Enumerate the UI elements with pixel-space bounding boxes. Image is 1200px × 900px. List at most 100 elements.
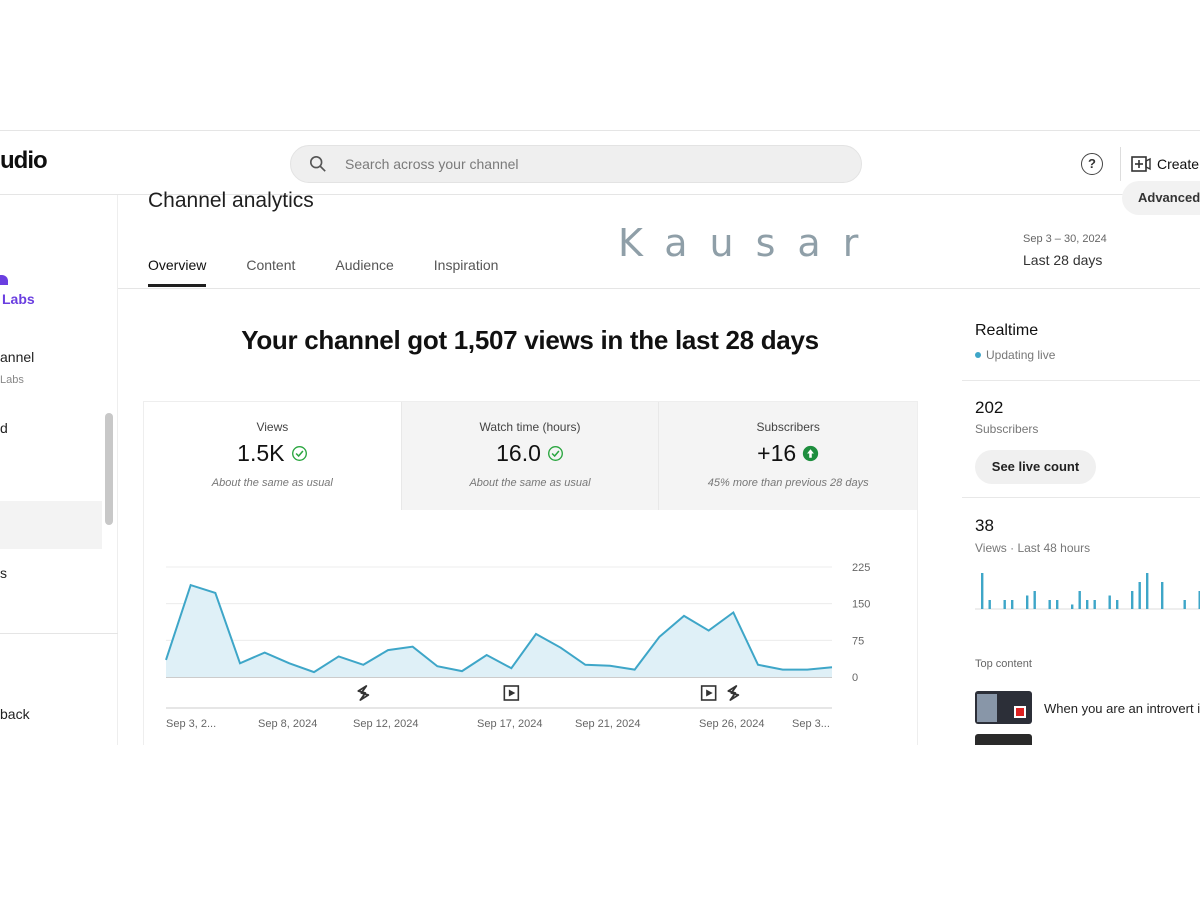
y-tick-label: 75 [852, 635, 864, 647]
tab-inspiration[interactable]: Inspiration [433, 257, 499, 273]
search-icon[interactable] [309, 155, 327, 173]
analytics-tabs: Overview Content Audience Inspiration [148, 257, 498, 287]
help-button[interactable]: ? [1081, 153, 1103, 175]
top-content-thumbnail-2[interactable] [975, 734, 1032, 745]
sidebar-item-channel-sub: Labs [0, 374, 24, 386]
overview-card: Views 1.5K About the same as usual Watch… [143, 401, 918, 745]
shorts-icon[interactable] [727, 685, 740, 701]
metric-name: Views [256, 420, 289, 434]
x-tick-label: Sep 8, 2024 [258, 718, 317, 730]
mini-bar [1048, 600, 1051, 609]
realtime-subscribers-count: 202 [975, 398, 1004, 417]
see-live-count-button[interactable]: See live count [975, 450, 1096, 484]
views-chart[interactable]: 225 150 75 0 Sep 3, 2... Sep 8, 2024 Sep 12, 2… [144, 552, 917, 742]
sidebar-item-dashboard[interactable]: d [0, 420, 8, 436]
studio-screenshot: udio ? Create Labs annel Labs d s [0, 130, 1200, 745]
x-tick-label: Sep 3... [792, 718, 830, 730]
metric-note: About the same as usual [469, 477, 591, 489]
sidebar-item-analytics[interactable] [0, 501, 102, 549]
metric-value-row: +16 [659, 440, 917, 467]
mini-bar [1086, 600, 1089, 609]
studio-logo[interactable]: udio [0, 147, 48, 174]
sidebar-divider [0, 633, 118, 634]
sidebar-item-comments[interactable]: s [0, 565, 7, 581]
y-tick-label: 225 [852, 562, 870, 574]
shorts-icon[interactable] [357, 685, 370, 701]
mini-bar [988, 600, 991, 609]
metric-value-row: 16.0 [402, 440, 659, 467]
metric-value: +16 [757, 440, 797, 466]
search-bar[interactable] [290, 145, 862, 183]
mini-bar [1033, 591, 1036, 609]
x-tick-label: Sep 3, 2... [166, 718, 216, 730]
live-dot-icon [975, 352, 981, 358]
top-content-title[interactable]: When you are an introvert i... [1044, 701, 1200, 716]
tab-content[interactable]: Content [246, 257, 296, 273]
video-icon[interactable] [503, 685, 520, 701]
top-bar: udio ? Create [0, 131, 1200, 195]
advanced-mode-button[interactable]: Advanced [1122, 181, 1200, 215]
views-area [166, 585, 832, 677]
metric-note: 45% more than previous 28 days [707, 477, 869, 489]
mini-bar [1026, 595, 1029, 609]
create-button[interactable]: Create [1120, 147, 1200, 181]
mini-bar [1146, 573, 1149, 609]
mini-bar [1183, 600, 1186, 609]
thumbnail-badge [1014, 706, 1026, 718]
sidebar-item-channel[interactable]: annel [0, 349, 35, 365]
metric-name: Subscribers [756, 420, 820, 434]
realtime-divider [962, 497, 1200, 498]
page-title: Channel analytics [148, 189, 314, 212]
create-label: Create [1157, 156, 1200, 172]
x-tick-label: Sep 26, 2024 [699, 718, 764, 730]
video-icon[interactable] [700, 685, 717, 701]
mini-bar [1011, 600, 1014, 609]
views-line [165, 583, 833, 674]
y-tick-label: 0 [852, 672, 858, 684]
sidebar-item-feedback[interactable]: back [0, 706, 30, 722]
arrow-up-circle-icon [803, 445, 819, 462]
mini-bar [981, 573, 984, 609]
date-range[interactable]: Sep 3 – 30, 2024 [1023, 233, 1107, 245]
check-circle-icon [291, 446, 307, 461]
metric-subscribers[interactable]: Subscribers +16 45% more than previous 2… [659, 402, 918, 510]
mini-bar [1071, 604, 1074, 609]
sidebar-scrollbar[interactable] [105, 413, 113, 525]
metric-tabs: Views 1.5K About the same as usual Watch… [144, 402, 918, 510]
realtime-subscribers-label: Subscribers [975, 422, 1039, 436]
realtime-status-text: Updating live [986, 348, 1056, 362]
date-range-label[interactable]: Last 28 days [1023, 252, 1103, 268]
mini-bar [1131, 591, 1134, 609]
metric-value: 16.0 [496, 440, 541, 466]
top-content-label: Top content [975, 658, 1032, 670]
metric-watch-time[interactable]: Watch time (hours) 16.0 About the same a… [401, 402, 660, 510]
check-circle-icon [547, 446, 563, 461]
y-tick-label: 150 [852, 599, 870, 611]
tab-overview[interactable]: Overview [148, 257, 207, 287]
mini-bar [1108, 595, 1111, 609]
tabs-divider [118, 288, 1200, 289]
realtime-views-label: Views · Last 48 hours [975, 541, 1091, 555]
metric-name: Watch time (hours) [479, 420, 581, 434]
channel-name[interactable]: Labs [2, 291, 35, 307]
metric-views[interactable]: Views 1.5K About the same as usual [144, 402, 402, 510]
create-icon [1131, 156, 1151, 172]
top-content-thumbnail[interactable] [975, 691, 1032, 724]
mini-bar [1161, 582, 1164, 609]
metric-value-row: 1.5K [144, 440, 401, 467]
thumbnail-figure [977, 694, 997, 722]
x-tick-label: Sep 12, 2024 [353, 718, 418, 730]
realtime-header: Realtime Updating live [962, 306, 1200, 381]
channel-avatar[interactable] [0, 275, 8, 285]
search-input[interactable] [345, 146, 845, 182]
metric-value: 1.5K [237, 440, 285, 466]
sidebar: Labs annel Labs d s back [0, 195, 118, 745]
realtime-status: Updating live [975, 348, 1055, 362]
mini-bar [1116, 600, 1119, 609]
mini-bar [1138, 582, 1141, 609]
headline: Your channel got 1,507 views in the last… [241, 325, 819, 355]
tab-audience[interactable]: Audience [335, 257, 394, 273]
metric-note: About the same as usual [211, 477, 333, 489]
realtime-bar-chart[interactable] [975, 561, 1200, 611]
x-tick-label: Sep 17, 2024 [477, 718, 542, 730]
